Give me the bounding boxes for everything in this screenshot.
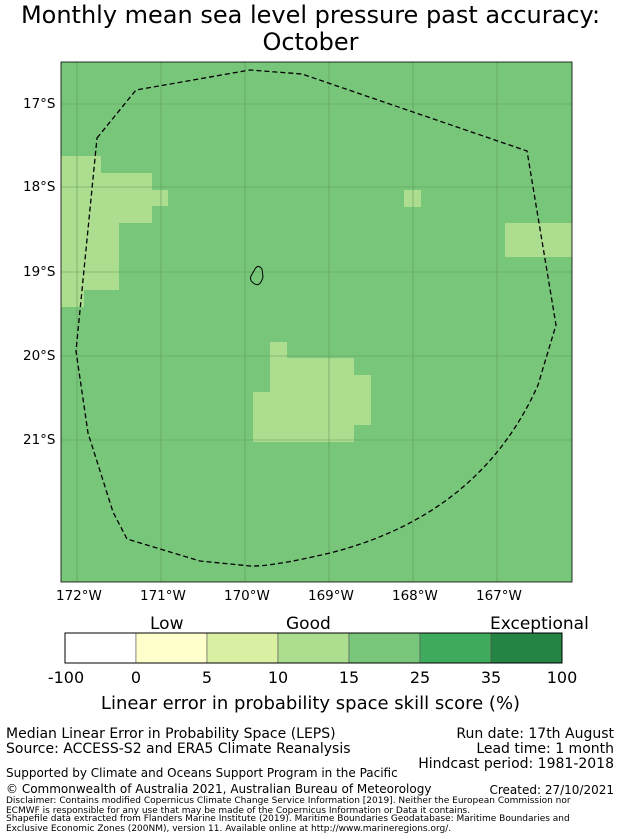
colorbar-tick-0: 0	[130, 668, 142, 687]
colorbar-segment-4	[348, 632, 421, 664]
lat-label-17s: 17°S	[23, 96, 56, 112]
niue-island-outline	[250, 266, 264, 286]
hindcast-text: Hindcast period: 1981-2018	[418, 756, 614, 772]
map-frame	[60, 61, 573, 583]
colorbar-word-exceptional: Exceptional	[490, 614, 589, 634]
lon-label-172w: 172°W	[56, 588, 102, 604]
colorbar-segment-2	[206, 632, 279, 664]
chart-title: Monthly mean sea level pressure past acc…	[20, 1, 601, 29]
lat-label-21s: 21°S	[23, 432, 56, 448]
created-date-text: Created: 27/10/2021	[489, 783, 614, 797]
lon-label-169w: 169°W	[308, 588, 354, 604]
colorbar-tick-minus100: -100	[47, 668, 85, 687]
map-background-skill-25	[61, 62, 572, 582]
shapefile-line-1: Shapefile data extracted from Flanders M…	[6, 814, 570, 824]
lower-skill-region-south	[253, 342, 371, 442]
colorbar-tick-5: 5	[201, 668, 213, 687]
colorbar-tick-25: 25	[409, 668, 431, 687]
lower-skill-region-east	[505, 223, 572, 257]
lon-label-168w: 168°W	[392, 588, 438, 604]
lower-skill-regions	[61, 156, 572, 442]
lead-time-text: Lead time: 1 month	[476, 741, 614, 757]
colorbar-frame	[64, 632, 563, 664]
disclaimer-line-2: ECMWF is responsible for any use that ma…	[6, 806, 471, 816]
colorbar-segment-6	[490, 632, 563, 664]
colorbar-segments	[64, 632, 563, 664]
colorbar-tick-35: 35	[480, 668, 502, 687]
shapefile-line-2: Exclusive Economic Zones (200NM), versio…	[6, 824, 452, 834]
colorbar-segment-5	[419, 632, 492, 664]
colorbar-label: Linear error in probability space skill …	[100, 693, 521, 714]
colorbar-segment-1	[135, 632, 208, 664]
support-text: Supported by Climate and Oceans Support …	[6, 766, 398, 780]
disclaimer-line-1: Disclaimer: Contains modified Copernicus…	[6, 796, 571, 806]
method-text: Median Linear Error in Probability Space…	[6, 726, 336, 742]
lat-label-19s: 19°S	[23, 264, 56, 280]
lower-skill-region-small	[404, 190, 421, 207]
colorbar	[64, 632, 563, 664]
lon-label-171w: 171°W	[140, 588, 186, 604]
colorbar-word-low: Low	[150, 614, 184, 634]
colorbar-tick-15: 15	[338, 668, 360, 687]
colorbar-segment-3	[277, 632, 350, 664]
colorbar-tick-10: 10	[267, 668, 289, 687]
colorbar-segment-0	[64, 632, 137, 664]
run-date-text: Run date: 17th August	[456, 726, 614, 742]
lat-label-20s: 20°S	[23, 348, 56, 364]
lower-skill-region-west	[61, 156, 168, 307]
eez-boundary	[75, 69, 557, 567]
lon-label-170w: 170°W	[224, 588, 270, 604]
lon-label-167w: 167°W	[476, 588, 522, 604]
skill-map	[60, 61, 573, 583]
map-gridlines	[61, 62, 572, 582]
copyright-text: © Commonwealth of Australia 2021, Austra…	[6, 782, 432, 796]
colorbar-word-good: Good	[286, 614, 331, 634]
source-text: Source: ACCESS-S2 and ERA5 Climate Reana…	[6, 741, 351, 757]
chart-subtitle-month: October	[262, 28, 359, 56]
colorbar-tick-100: 100	[546, 668, 578, 687]
lat-label-18s: 18°S	[23, 179, 56, 195]
